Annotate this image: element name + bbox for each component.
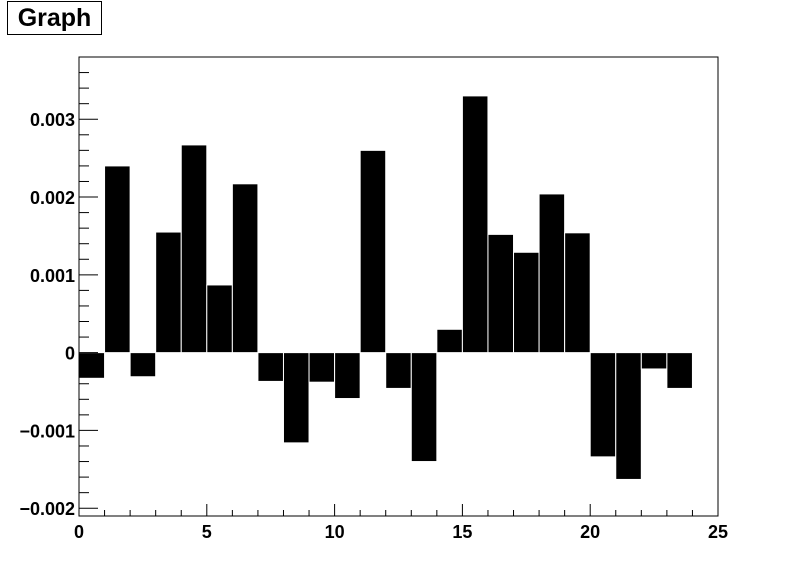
bar: [487, 233, 515, 354]
y-tick-label: 0: [65, 344, 75, 364]
bar: [640, 352, 668, 370]
bar: [78, 352, 106, 379]
bar: [461, 95, 489, 354]
plot-frame: [78, 56, 719, 517]
x-tick-label: 25: [708, 522, 728, 542]
y-tick-label: 0.002: [30, 188, 75, 208]
bar: [155, 231, 182, 354]
bar: [538, 193, 566, 354]
bar: [104, 165, 131, 354]
y-tick-label: 0.003: [30, 110, 75, 130]
x-axis-ticks: 0 5 10 15 20 25: [74, 504, 728, 542]
bar: [282, 352, 310, 444]
bars-layer: [78, 95, 693, 480]
bar: [513, 251, 540, 354]
y-tick-label: −0.001: [19, 421, 75, 441]
bar: [666, 352, 693, 389]
y-axis-ticks: −0.002 −0.001 0 0.001 0.002 0.003: [19, 56, 98, 519]
bar: [564, 232, 591, 354]
bar: [180, 144, 208, 354]
bar: [334, 352, 361, 400]
x-tick-label: 5: [202, 522, 212, 542]
bar: [308, 352, 336, 383]
bar: [206, 284, 233, 354]
y-tick-label: 0.001: [30, 266, 75, 286]
x-tick-label: 20: [580, 522, 600, 542]
bar: [410, 352, 438, 463]
bar: [257, 352, 284, 382]
bar: [436, 328, 463, 354]
bar: [231, 183, 259, 354]
bar: [615, 352, 642, 480]
x-tick-label: 15: [452, 522, 472, 542]
chart-title: Graph: [7, 1, 102, 35]
bar: [129, 352, 157, 378]
bar: [589, 352, 617, 458]
x-tick-label: 10: [325, 522, 345, 542]
bar: [359, 149, 387, 354]
y-tick-label: −0.002: [19, 499, 75, 519]
bar: [385, 352, 412, 389]
x-tick-label: 0: [74, 522, 84, 542]
